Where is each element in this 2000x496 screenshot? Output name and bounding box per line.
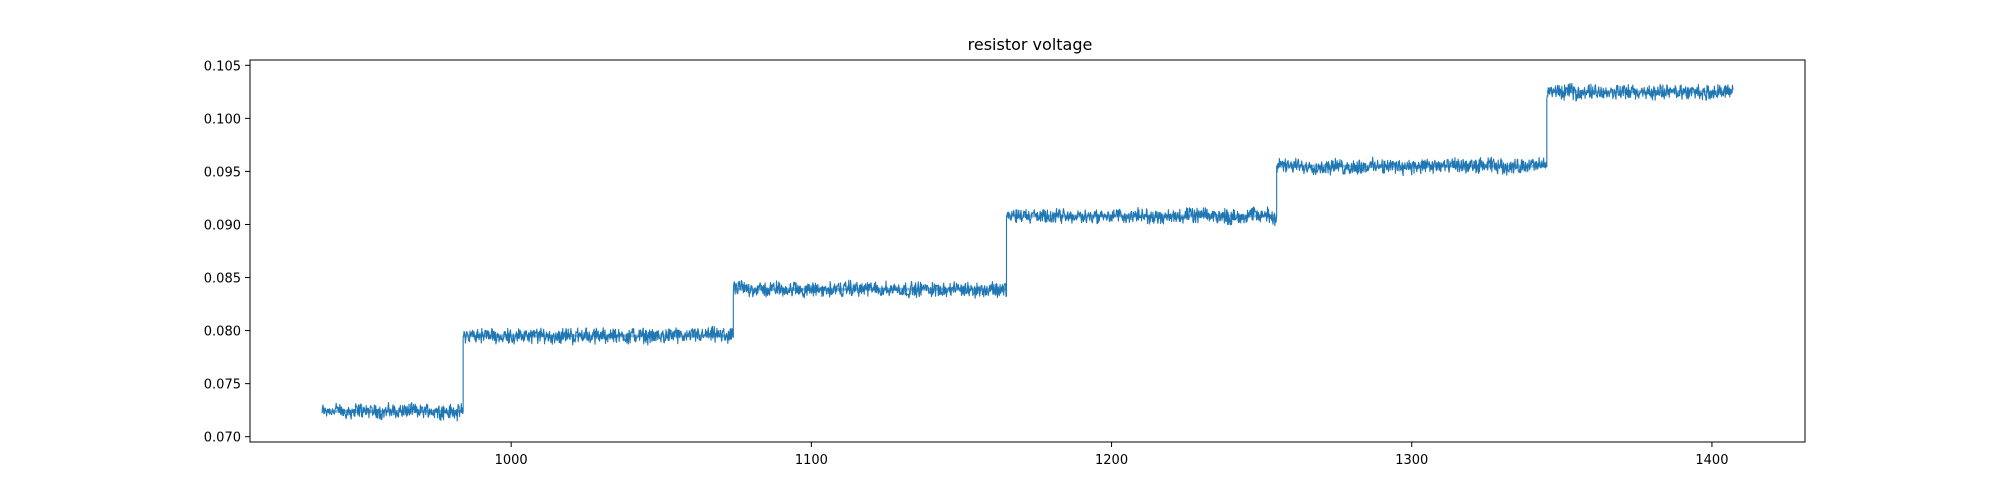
y-tick-label: 0.100 [204, 112, 241, 127]
y-tick-label: 0.085 [204, 272, 241, 287]
x-tick-label: 1000 [495, 453, 528, 468]
x-tick-label: 1300 [1395, 453, 1428, 468]
y-axis: 0.070 0.075 0.080 0.085 0.090 0.095 0.100 0.105 [204, 59, 250, 446]
x-axis: 1000 1100 1200 1300 1400 [495, 442, 1728, 468]
chart-title: resistor voltage [968, 35, 1093, 54]
data-layer [321, 82, 1734, 422]
y-tick-label: 0.075 [204, 378, 241, 393]
y-tick-label: 0.070 [204, 431, 241, 446]
y-tick-label: 0.080 [204, 325, 241, 340]
x-tick-label: 1100 [795, 453, 828, 468]
x-tick-label: 1200 [1095, 453, 1128, 468]
y-tick-label: 0.090 [204, 218, 241, 233]
y-tick-label: 0.105 [204, 59, 241, 74]
y-tick-label: 0.095 [204, 165, 241, 180]
x-tick-label: 1400 [1695, 453, 1728, 468]
axes-frame [249, 59, 1806, 443]
